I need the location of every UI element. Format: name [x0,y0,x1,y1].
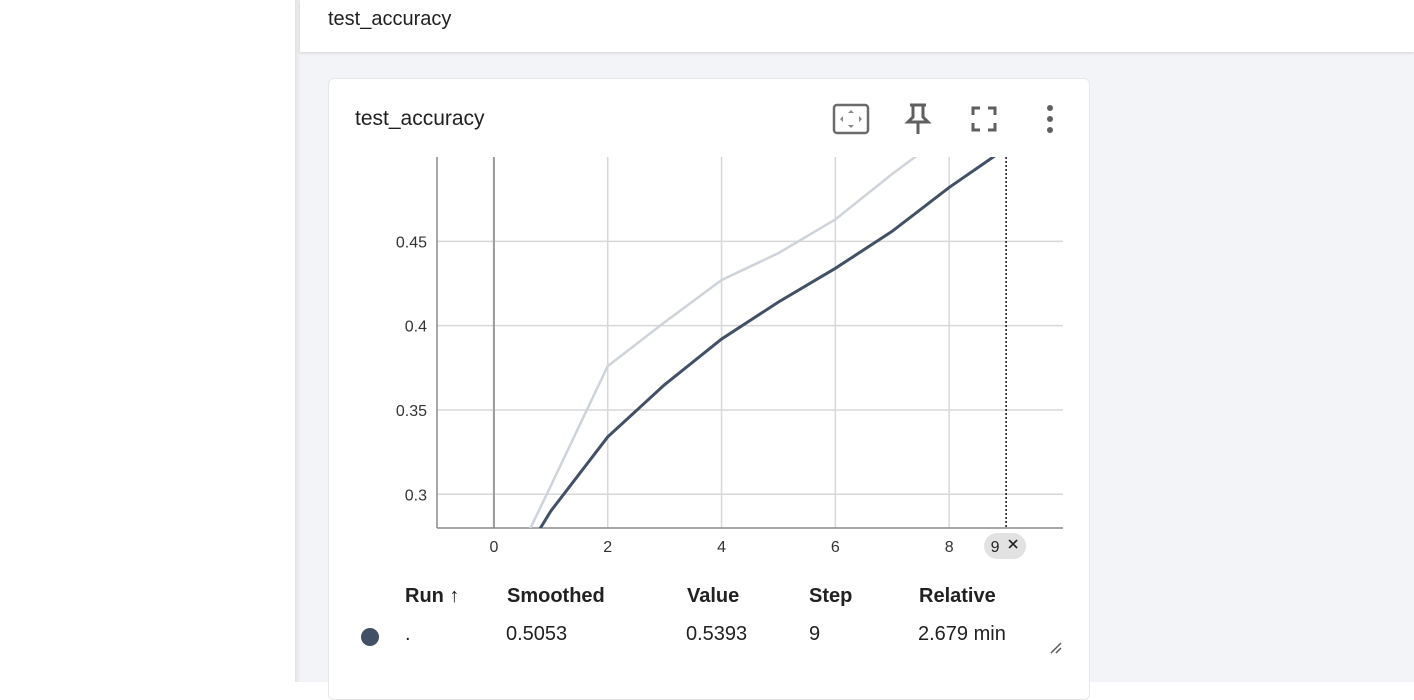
cell-step: 9 [809,623,821,645]
resize-handle[interactable] [1049,641,1063,655]
y-tick-label: 0.45 [396,234,427,251]
x-tick-label: 8 [945,539,954,556]
sidebar-divider [296,0,301,682]
hover-step-label: 9 [991,539,1000,556]
x-tick-label: 6 [831,539,840,556]
y-tick-label: 0.4 [405,319,427,336]
x-tick-label: 2 [603,539,612,556]
cell-run: . [405,623,411,645]
run-color-dot [361,628,379,646]
close-icon [1008,539,1018,549]
pin-button[interactable] [898,101,938,141]
group-title: test_accuracy [328,8,452,30]
fit-domain-button[interactable] [831,101,871,141]
hover-step-chip [984,533,1027,559]
header-value: Value [687,585,740,607]
smoothed-series-line [538,157,996,528]
x-tick-label: 4 [717,539,726,556]
left-sidebar [0,0,296,682]
cell-relative: 2.679 min [918,623,1006,645]
fullscreen-icon [970,105,998,138]
line-chart[interactable]: 0.3 0.35 0.4 0.45 0 2 4 6 8 9 [329,157,1089,654]
fullscreen-button[interactable] [964,101,1004,141]
pin-icon [904,102,932,141]
more-options-button[interactable] [1030,101,1070,141]
chart-svg: 0.3 0.35 0.4 0.45 0 2 4 6 8 9 [396,157,1063,559]
y-tick-label: 0.3 [405,487,427,504]
header-step: Step [809,585,853,607]
header-relative: Relative [919,585,996,607]
card-title: test_accuracy [355,107,485,130]
cell-smoothed: 0.5053 [506,623,568,645]
scalar-card: test_accuracy [328,78,1090,700]
group-header: test_accuracy [300,0,1414,52]
fit-domain-icon [832,103,870,140]
header-smoothed: Smoothed [507,585,605,607]
x-tick-label: 0 [489,539,498,556]
header-run[interactable]: Run ↑ [405,585,460,607]
cell-value: 0.5393 [686,623,748,645]
y-tick-label: 0.35 [396,403,427,420]
raw-series-line [529,157,918,528]
more-vert-icon [1045,104,1055,139]
